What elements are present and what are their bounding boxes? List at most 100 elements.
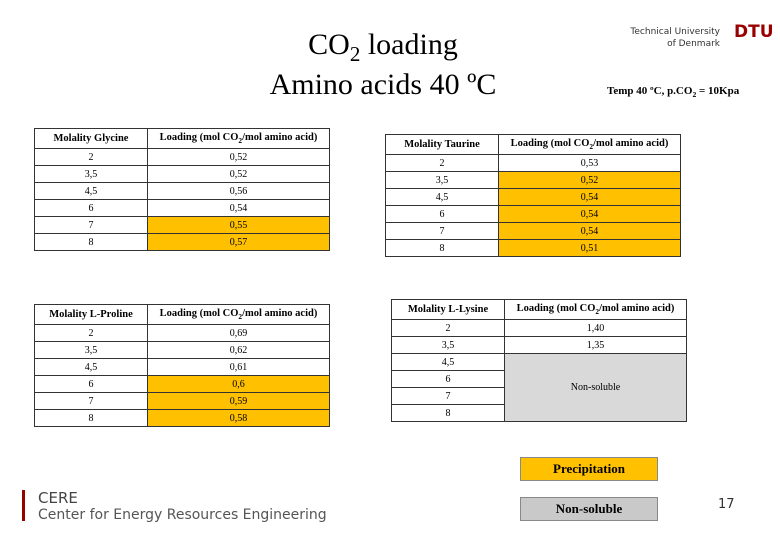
molality-cell: 4,5 bbox=[34, 182, 148, 200]
page-number: 17 bbox=[718, 497, 735, 512]
table-row: 4,5 0,54 bbox=[385, 188, 681, 206]
table-row: 3,5 0,52 bbox=[34, 165, 330, 183]
loading-cell: 0,52 bbox=[147, 165, 330, 183]
header-text: 2 bbox=[238, 136, 243, 146]
legend-box: Precipitation bbox=[520, 457, 658, 481]
logo-line: Technical University bbox=[630, 27, 720, 37]
footer-org: CERE bbox=[38, 489, 78, 507]
molality-cell: 3,5 bbox=[34, 341, 148, 359]
header-cell: Loading (mol CO2/mol amino acid) bbox=[504, 299, 687, 320]
loading-cell: 0,69 bbox=[147, 324, 330, 342]
header-row: Molality Taurine Loading (mol CO2/mol ami… bbox=[385, 134, 681, 155]
header-text: Loading (mol CO bbox=[159, 131, 239, 143]
table-row: 8 0,58 bbox=[34, 409, 330, 427]
header-text: Loading (mol CO bbox=[159, 307, 239, 319]
loading-cell: 0,57 bbox=[147, 233, 330, 251]
molality-cell: 2 bbox=[391, 319, 505, 337]
molality-cell: 6 bbox=[391, 370, 505, 388]
loading-cell: 0,55 bbox=[147, 216, 330, 234]
header-text: 2 bbox=[595, 307, 600, 317]
loading-cell: 0,51 bbox=[498, 239, 681, 257]
title-text: loading bbox=[360, 28, 458, 61]
loading-cell: 0,56 bbox=[147, 182, 330, 200]
loading-cell: 0,52 bbox=[147, 148, 330, 166]
table-row: 7 0,55 bbox=[34, 216, 330, 234]
data-table: Molality Glycine Loading (mol CO2/mol ami… bbox=[34, 128, 330, 251]
merged-cell: Non-soluble bbox=[504, 353, 687, 422]
table-row: 6 0,6 bbox=[34, 375, 330, 393]
loading-cell: 0,62 bbox=[147, 341, 330, 359]
table-row: 8 bbox=[391, 404, 687, 422]
molality-cell: 2 bbox=[385, 154, 499, 172]
title-sub: 2 bbox=[349, 42, 361, 66]
molality-cell: 4,5 bbox=[391, 353, 505, 371]
loading-cell: 0,6 bbox=[147, 375, 330, 393]
table-row: 6 0,54 bbox=[385, 205, 681, 223]
title-line1: CO2 loading bbox=[190, 28, 576, 67]
table-row: 4,5 Non-soluble bbox=[391, 353, 687, 422]
molality-cell: 6 bbox=[385, 205, 499, 223]
molality-cell: 8 bbox=[391, 404, 505, 422]
data-table: Molality L-Proline Loading (mol CO2/mol a… bbox=[34, 304, 330, 427]
molality-cell: 6 bbox=[34, 375, 148, 393]
header-text: /mol amino acid) bbox=[599, 302, 675, 314]
header-text: /mol amino acid) bbox=[593, 137, 669, 149]
table-row: 6 0,54 bbox=[34, 199, 330, 217]
table-row: 2 1,40 bbox=[391, 319, 687, 337]
title-text: CO bbox=[308, 28, 350, 61]
header-row: Molality L-Proline Loading (mol CO2/mol a… bbox=[34, 304, 330, 325]
header-row: Molality L-Lysine Loading (mol CO2/mol am… bbox=[391, 299, 687, 320]
header-text: /mol amino acid) bbox=[242, 131, 318, 143]
header-cell: Loading (mol CO2/mol amino acid) bbox=[147, 128, 330, 149]
molality-cell: 8 bbox=[34, 409, 148, 427]
header-cell: Loading (mol CO2/mol amino acid) bbox=[498, 134, 681, 155]
header-cell: Molality L-Proline bbox=[34, 304, 148, 325]
table-row: 3,5 1,35 bbox=[391, 336, 687, 354]
header-cell: Molality Glycine bbox=[34, 128, 148, 149]
table-row: 8 0,51 bbox=[385, 239, 681, 257]
loading-cell: 0,54 bbox=[498, 205, 681, 223]
table-row: 3,5 0,62 bbox=[34, 341, 330, 359]
data-table: Molality L-Lysine Loading (mol CO2/mol am… bbox=[391, 299, 687, 422]
table-row: 7 0,59 bbox=[34, 392, 330, 410]
molality-cell: 4,5 bbox=[34, 358, 148, 376]
data-table: Molality Taurine Loading (mol CO2/mol ami… bbox=[385, 134, 681, 257]
conditions-sub: 2 bbox=[692, 90, 697, 100]
molality-cell: 4,5 bbox=[385, 188, 499, 206]
molality-cell: 2 bbox=[34, 324, 148, 342]
title-line2: Amino acids 40 ºC bbox=[269, 68, 497, 101]
molality-cell: 3,5 bbox=[34, 165, 148, 183]
loading-cell: 0,59 bbox=[147, 392, 330, 410]
molality-cell: 8 bbox=[34, 233, 148, 251]
molality-cell: 6 bbox=[34, 199, 148, 217]
header-cell: Molality Taurine bbox=[385, 134, 499, 155]
conditions-text: = 10Kpa bbox=[696, 85, 740, 97]
molality-cell: 8 bbox=[385, 239, 499, 257]
table-row: 2 0,69 bbox=[34, 324, 330, 342]
molality-cell: 7 bbox=[385, 222, 499, 240]
header-text: Loading (mol CO bbox=[510, 137, 590, 149]
conditions-text: Temp 40 ºC, p.CO bbox=[607, 85, 693, 97]
molality-cell: 3,5 bbox=[385, 171, 499, 189]
footer-name: Center for Energy Resources Engineering bbox=[38, 507, 327, 523]
loading-cell: 0,54 bbox=[498, 222, 681, 240]
loading-cell: 0,52 bbox=[498, 171, 681, 189]
footer-bar bbox=[22, 490, 25, 521]
header-cell: Molality L-Lysine bbox=[391, 299, 505, 320]
table-row: 2 0,53 bbox=[385, 154, 681, 172]
loading-cell: 1,35 bbox=[504, 336, 687, 354]
logo-text: Technical University of Denmark bbox=[600, 26, 720, 50]
logo-line: of Denmark bbox=[667, 39, 720, 49]
loading-cell: 0,54 bbox=[498, 188, 681, 206]
header-cell: Loading (mol CO2/mol amino acid) bbox=[147, 304, 330, 325]
molality-cell: 7 bbox=[34, 216, 148, 234]
header-row: Molality Glycine Loading (mol CO2/mol ami… bbox=[34, 128, 330, 149]
header-text: /mol amino acid) bbox=[242, 307, 318, 319]
table-row: 4,5 0,56 bbox=[34, 182, 330, 200]
table-row: 8 0,57 bbox=[34, 233, 330, 251]
molality-cell: 7 bbox=[391, 387, 505, 405]
molality-cell: 2 bbox=[34, 148, 148, 166]
table-row: 7 0,54 bbox=[385, 222, 681, 240]
header-text: Loading (mol CO bbox=[516, 302, 596, 314]
